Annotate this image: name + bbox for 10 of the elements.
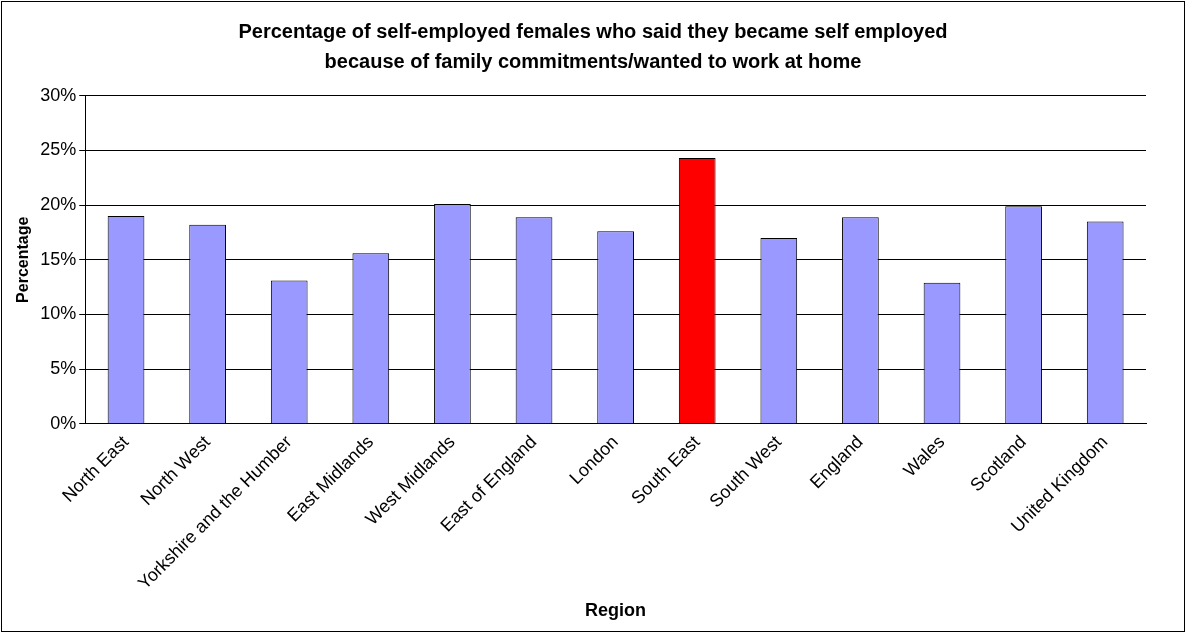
y-tick-label: 10% [40,303,77,324]
y-tick-label: 0% [50,412,77,433]
x-axis-title: Region [585,600,647,621]
y-tick-label: 25% [40,139,77,160]
y-axis-title: Percentage [14,216,32,303]
y-tick-label: 30% [40,84,77,105]
y-tick-label: 20% [40,194,77,215]
y-tick-label: 5% [50,358,77,379]
y-tick-label: 15% [40,248,77,269]
chart-title: Percentage of self-employed females who said they became self employed because of family commitments/wanted to work at home [237,19,949,74]
